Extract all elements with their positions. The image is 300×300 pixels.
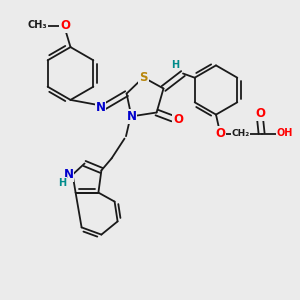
Text: N: N [126, 110, 136, 123]
Text: O: O [173, 113, 183, 126]
Text: O: O [256, 106, 266, 120]
Text: CH₂: CH₂ [232, 129, 250, 138]
Text: CH₃: CH₃ [28, 20, 47, 31]
Text: N: N [95, 101, 106, 114]
Text: S: S [139, 71, 148, 84]
Text: O: O [215, 127, 225, 140]
Text: H: H [171, 59, 180, 70]
Text: O: O [60, 19, 70, 32]
Text: H: H [58, 178, 66, 188]
Text: N: N [63, 168, 74, 181]
Text: OH: OH [277, 128, 293, 139]
